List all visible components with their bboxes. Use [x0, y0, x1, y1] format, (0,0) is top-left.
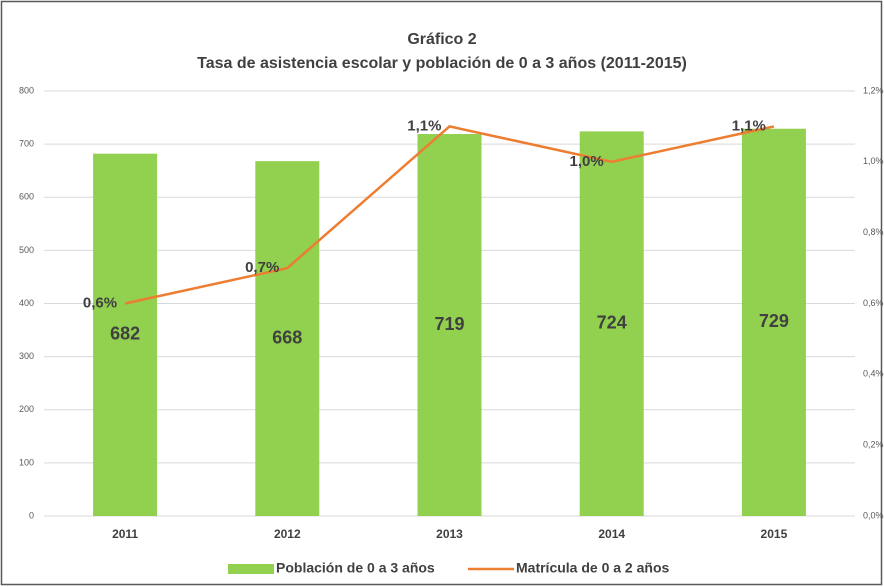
y-tick-label: 200 — [19, 404, 34, 414]
bar-label: 668 — [272, 327, 302, 347]
y-tick-label: 400 — [19, 298, 34, 308]
x-tick-label: 2014 — [598, 527, 625, 541]
y-tick-label: 300 — [19, 351, 34, 361]
bar — [417, 134, 482, 516]
line — [124, 125, 775, 305]
y2-tick-label: 0,8% — [863, 227, 884, 237]
x-tick-label: 2015 — [761, 527, 788, 541]
y-tick-label: 500 — [19, 245, 34, 255]
line-label: 1,0% — [569, 153, 603, 170]
bar — [741, 128, 806, 516]
y2-tick-label: 1,0% — [863, 156, 884, 166]
y2-tick-label: 0,4% — [863, 369, 884, 379]
chart-subtitle: Tasa de asistencia escolar y población d… — [197, 55, 687, 72]
legend-label: Matrícula de 0 a 2 años — [516, 560, 669, 576]
bar-label: 729 — [759, 311, 789, 331]
chart-title: Gráfico 2 — [407, 31, 476, 48]
y2-tick-label: 1,2% — [863, 85, 884, 95]
line-label: 1,1% — [407, 117, 441, 134]
bar-label: 724 — [597, 312, 627, 332]
y-tick-label: 600 — [19, 192, 34, 202]
y-tick-label: 700 — [19, 139, 34, 149]
bar — [255, 161, 320, 516]
legend-label: Población de 0 a 3 años — [276, 560, 435, 576]
bar-label: 682 — [110, 324, 140, 344]
bar — [579, 131, 644, 516]
y2-tick-label: 0,0% — [863, 510, 884, 520]
line-label: 1,1% — [732, 117, 766, 134]
y-tick-label: 100 — [19, 457, 34, 467]
legend-swatch — [228, 564, 274, 574]
bar-label: 719 — [434, 314, 464, 334]
x-tick-label: 2012 — [274, 527, 301, 541]
line-label: 0,7% — [245, 259, 279, 276]
bar — [93, 153, 158, 516]
y-tick-label: 0 — [29, 510, 34, 520]
line-label: 0,6% — [83, 294, 117, 311]
y2-tick-label: 0,2% — [863, 440, 884, 450]
y2-tick-label: 0,6% — [863, 298, 884, 308]
x-tick-label: 2011 — [112, 527, 138, 541]
x-tick-label: 2013 — [436, 527, 463, 541]
y-tick-label: 800 — [19, 85, 34, 95]
